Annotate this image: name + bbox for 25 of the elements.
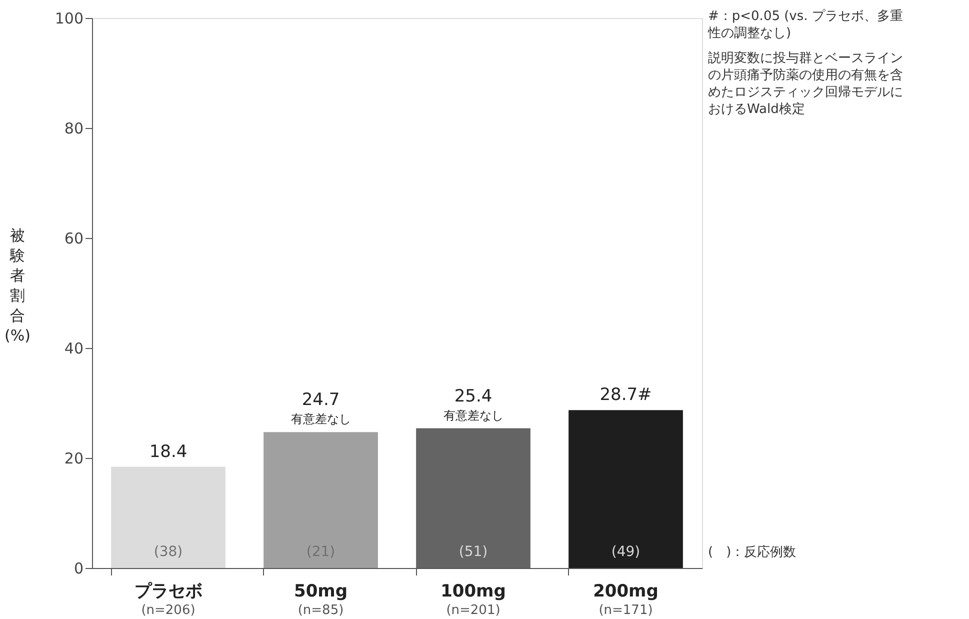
bar — [111, 466, 226, 568]
data-label: 25.4 有意差なし — [443, 386, 504, 422]
text: ( )：反応例数 — [708, 544, 796, 560]
category-label: 200mg (n=171) — [593, 582, 658, 618]
y-tick-label: 40 — [64, 340, 84, 358]
text: #：p<0.05 (vs. プラセボ、多重性の調整なし) — [707, 9, 903, 41]
category-label: 100mg (n=201) — [440, 582, 506, 618]
y-axis-title: 被験者割合(%) — [4, 226, 30, 344]
bar — [264, 432, 378, 568]
category-label: 50mg (n=85) — [294, 582, 348, 618]
bar — [568, 410, 683, 568]
y-tick-label: 60 — [64, 230, 84, 248]
y-tick-label: 100 — [54, 10, 84, 28]
y-tick-label: 80 — [64, 120, 84, 138]
data-label: 18.4 — [149, 442, 188, 462]
y-tick-label: 20 — [64, 450, 84, 468]
annotation: (51) — [458, 544, 488, 560]
text: 説明変数に投与群とベースラインの片頭痛予防薬の使用の有無を含めたロジスティック回帰モデルにおけるWald検定 — [708, 50, 903, 117]
data-label: 24.7 有意差なし — [290, 390, 351, 426]
annotation: (38) — [154, 544, 183, 560]
data-label: 28.7# — [600, 385, 652, 406]
y-tick-label: 0 — [74, 560, 84, 578]
bar — [416, 428, 530, 568]
category-label: プラセボ (n=206) — [134, 582, 202, 618]
annotation: (49) — [611, 544, 640, 560]
